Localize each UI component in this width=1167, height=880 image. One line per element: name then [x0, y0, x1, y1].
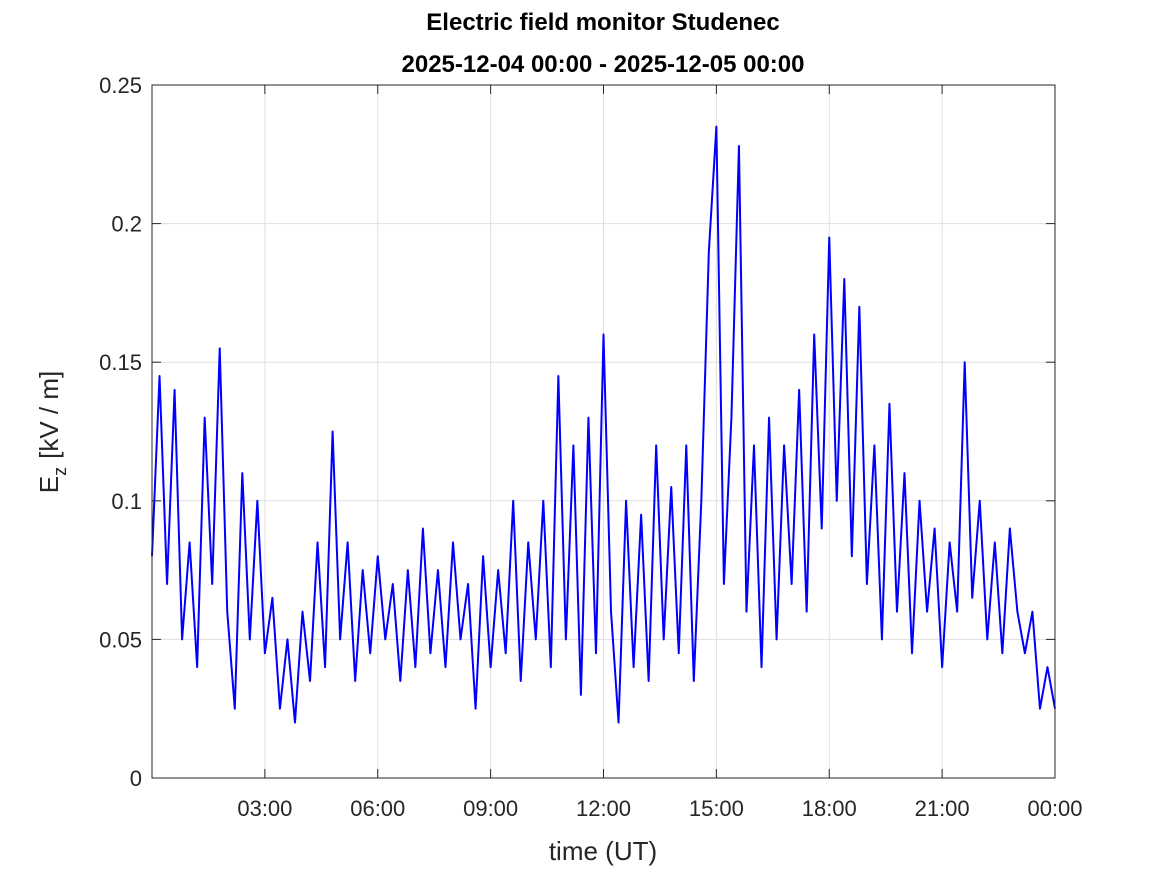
x-axis-label: time (UT)	[549, 836, 657, 866]
x-tick-label: 09:00	[463, 796, 518, 821]
data-line	[151, 125, 1056, 724]
chart-title: Electric field monitor Studenec	[426, 9, 779, 36]
y-axis-label: Ez [kV / m]	[34, 371, 70, 493]
x-tick-label: 18:00	[802, 796, 857, 821]
y-tick-label: 0	[130, 766, 142, 791]
y-tick-label: 0.15	[99, 350, 142, 375]
plot-frame	[151, 84, 1056, 779]
x-tick-label: 12:00	[576, 796, 631, 821]
y-tick-label: 0.05	[99, 627, 142, 652]
x-tick-label: 06:00	[350, 796, 405, 821]
x-tick-label: 00:00	[1027, 796, 1082, 821]
y-label-unit: [kV / m]	[34, 371, 64, 459]
y-tick-label: 0.1	[111, 489, 142, 514]
y-tick-label: 0.2	[111, 212, 142, 237]
x-tick-label: 21:00	[915, 796, 970, 821]
y-tick-label: 0.25	[99, 73, 142, 98]
x-tick-label: 03:00	[237, 796, 292, 821]
chart-subtitle: 2025-12-04 00:00 - 2025-12-05 00:00	[402, 51, 805, 78]
y-label-subscript: z	[50, 467, 70, 476]
y-label-base: E	[34, 476, 64, 493]
x-tick-label: 15:00	[689, 796, 744, 821]
